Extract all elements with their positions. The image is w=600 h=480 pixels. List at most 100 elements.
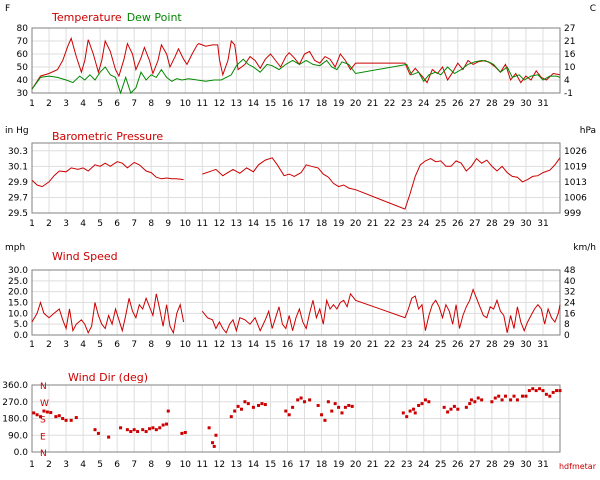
data-point [527, 389, 531, 393]
right-tick-label: 40 [564, 277, 576, 287]
right-tick-label: 4 [564, 76, 570, 86]
x-tick-label: 8 [148, 99, 154, 109]
data-point [531, 387, 535, 391]
x-tick-label: 19 [333, 460, 345, 470]
data-point [408, 409, 412, 413]
data-point [212, 444, 216, 448]
x-tick-label: 21 [367, 99, 378, 109]
x-tick-label: 14 [248, 219, 260, 229]
x-tick-label: 6 [114, 219, 120, 229]
chart-title: Wind Dir (deg) [68, 371, 148, 384]
x-tick-label: 23 [401, 340, 412, 350]
data-point [148, 427, 152, 431]
x-tick-label: 1 [29, 460, 35, 470]
right-tick-label: 1006 [564, 193, 587, 203]
x-tick-label: 16 [282, 340, 294, 350]
x-tick-label: 16 [282, 219, 294, 229]
x-tick-label: 4 [80, 219, 86, 229]
x-tick-label: 1 [29, 340, 35, 350]
right-tick-label: 1013 [564, 178, 587, 188]
panel-1: Temperature Dew Point F C 30 40 50 60 70 80 -1 4 10 1… [5, 4, 596, 109]
right-tick-label: 1019 [564, 162, 587, 172]
y-tick-label: 360.0 [2, 381, 28, 391]
x-tick-label: 5 [97, 340, 103, 350]
x-tick-label: 29 [503, 99, 515, 109]
data-point [151, 426, 155, 430]
data-point [284, 409, 288, 413]
x-tick-label: 26 [452, 340, 464, 350]
x-tick-label: 15 [265, 460, 276, 470]
compass-label: N [40, 382, 47, 392]
x-tick-label: 17 [299, 219, 310, 229]
data-point [347, 403, 351, 407]
data-point [412, 407, 416, 411]
x-tick-label: 10 [180, 219, 192, 229]
right-tick-label: 0 [564, 331, 570, 341]
x-tick-label: 26 [452, 219, 464, 229]
x-tick-label: 16 [282, 460, 294, 470]
right-tick-label: 16 [564, 309, 576, 319]
left-unit-label: in Hg [5, 126, 29, 136]
data-point [555, 389, 559, 393]
right-tick-label: 21 [564, 37, 575, 47]
x-tick-label: 9 [165, 340, 171, 350]
series-line [31, 36, 561, 90]
data-point [316, 403, 320, 407]
plot-frame [31, 269, 561, 336]
data-point [413, 411, 417, 415]
data-point [243, 400, 247, 404]
x-tick-label: 11 [197, 340, 208, 350]
compass-label: S [40, 416, 46, 426]
y-tick-label: 5.0 [14, 320, 29, 330]
data-point [323, 418, 327, 422]
x-tick-label: 31 [537, 460, 548, 470]
data-point [490, 400, 494, 404]
x-tick-label: 23 [401, 460, 412, 470]
series-line [31, 293, 185, 335]
data-point [417, 403, 421, 407]
chart-title: Barometric Pressure [52, 130, 163, 143]
x-tick-label: 4 [80, 460, 86, 470]
panel-2: Barometric Pressure in Hg hPa 29.5 29.7 29.9 3… [5, 126, 596, 229]
data-point [74, 416, 78, 420]
data-point [551, 390, 555, 394]
y-tick-label: 270.0 [2, 398, 28, 408]
data-point [239, 407, 243, 411]
data-point [263, 403, 267, 407]
data-point [452, 404, 456, 408]
data-point [476, 396, 480, 400]
x-tick-label: 6 [114, 460, 120, 470]
data-point [166, 409, 170, 413]
data-point [308, 398, 312, 402]
x-tick-label: 14 [248, 340, 260, 350]
x-tick-label: 13 [231, 460, 242, 470]
x-tick-label: 28 [486, 460, 498, 470]
y-tick-label: 30.1 [8, 162, 28, 172]
y-tick-label: 29.9 [8, 178, 28, 188]
x-tick-label: 24 [418, 460, 430, 470]
series-line [202, 157, 561, 210]
data-point [538, 387, 542, 391]
x-tick-label: 24 [418, 340, 430, 350]
x-tick-label: 20 [350, 340, 362, 350]
y-tick-label: 0.0 [14, 331, 29, 341]
data-point [35, 413, 39, 417]
title-part: Barometric Pressure [52, 130, 163, 143]
x-tick-label: 8 [148, 340, 154, 350]
y-tick-label: 40 [17, 76, 29, 86]
data-point [473, 400, 477, 404]
data-point [161, 423, 165, 427]
panel-4: Wind Dir (deg)0.090.0180.0270.0360.0NESW… [2, 371, 562, 470]
data-point [165, 422, 169, 426]
x-tick-label: 25 [435, 460, 446, 470]
x-tick-label: 26 [452, 99, 464, 109]
data-point [464, 405, 468, 409]
x-tick-label: 27 [469, 460, 480, 470]
x-tick-label: 7 [131, 219, 137, 229]
x-tick-label: 21 [367, 219, 378, 229]
x-tick-label: 9 [165, 99, 171, 109]
chart-title: Temperature Dew Point [51, 11, 182, 24]
data-point [427, 400, 431, 404]
